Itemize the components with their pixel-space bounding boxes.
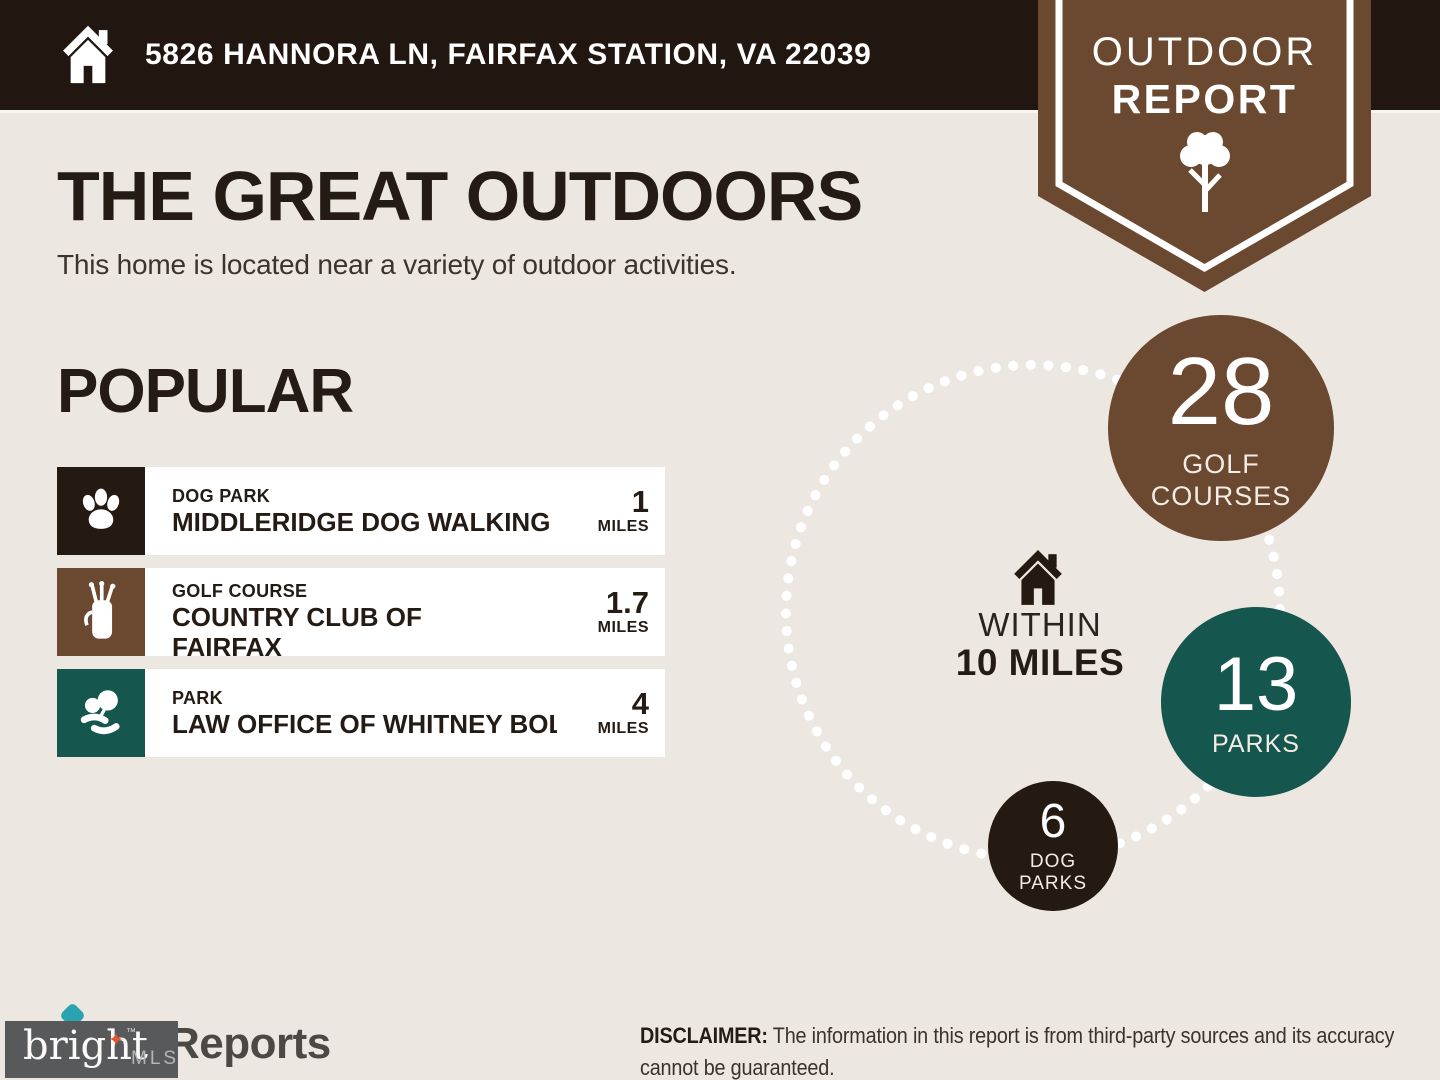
item-name: MIDDLERIDGE DOG WALKING [172,507,551,537]
popular-item-golf-course: GOLF COURSE COUNTRY CLUB OF FAIRFAX 1.7 … [57,568,665,656]
bright-mls-logo: bright ✦ ™ MLS [5,1021,178,1078]
item-name: LAW OFFICE OF WHITNEY BOLTON [172,709,557,739]
item-distance-unit: MILES [597,619,649,636]
item-distance-unit: MILES [597,720,649,737]
home-icon [63,25,113,84]
paw-icon [57,467,145,555]
item-category: DOG PARK [172,486,271,506]
park-tree-icon [57,669,145,757]
star-icon: ✦ [108,1030,124,1051]
item-name: COUNTRY CLUB OF FAIRFAX [172,602,422,656]
item-distance-unit: MILES [597,518,649,535]
popular-section: POPULAR DOG PARK MIDDLERIDGE DOG WALKING… [57,356,665,770]
reports-logo-text: Reports [168,1019,331,1068]
popular-item-park: PARK LAW OFFICE OF WHITNEY BOLTON 4 MILE… [57,669,665,757]
item-distance: 1.7 [605,585,649,620]
item-category: PARK [172,688,223,708]
disclaimer-text: The information in this report is from t… [640,1023,1395,1080]
house-icon [1014,550,1062,605]
item-distance: 1 [631,484,649,519]
stat-value: 13 [1213,642,1299,727]
property-address: 5826 HANNORA LN, FAIRFAX STATION, VA 220… [145,38,872,71]
within-radius-label: WITHIN 10 MILES [930,607,1150,683]
trademark-symbol: ™ [126,1027,136,1038]
tree-icon [1180,132,1230,212]
stat-label: DOG PARKS [1018,851,1087,894]
golf-bag-icon [57,568,145,656]
stat-label: GOLF COURSES [1150,449,1292,511]
within-label-line2: 10 MILES [955,642,1125,683]
stat-circle-dog-parks: 6 DOG PARKS [988,781,1118,911]
item-category: GOLF COURSE [172,581,308,601]
mls-logo-text: MLS [131,1048,180,1069]
page-subtitle: This home is located near a variety of o… [57,249,737,280]
disclaimer-label: DISCLAIMER: [640,1023,768,1048]
stat-label: PARKS [1212,730,1300,758]
stat-value: 6 [1039,795,1067,848]
page-title: THE GREAT OUTDOORS [57,157,863,235]
stat-circle-golf-courses: 28 GOLF COURSES [1108,315,1334,541]
popular-heading: POPULAR [57,357,354,426]
badge-title-line2: REPORT [1111,76,1298,122]
disclaimer: DISCLAIMER: The information in this repo… [640,1020,1401,1080]
within-label-line1: WITHIN [978,606,1102,643]
item-distance: 4 [631,686,649,721]
stat-value: 28 [1167,338,1275,445]
badge-title-line1: OUTDOOR [1091,30,1318,74]
popular-item-dog-park: DOG PARK MIDDLERIDGE DOG WALKING 1 MILES [57,467,665,555]
bright-logo-text: bright [23,1023,148,1069]
outdoor-report-badge: OUTDOOR REPORT [1038,0,1371,295]
stat-circle-parks: 13 PARKS [1161,607,1351,797]
